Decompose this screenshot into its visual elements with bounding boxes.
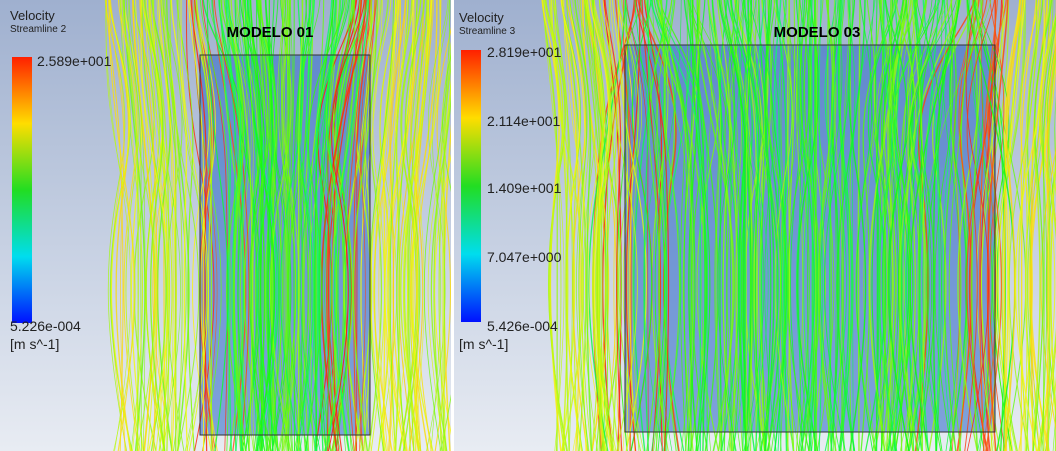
legend-label: 1.409e+001 <box>487 180 562 196</box>
panel-title: MODELO 01 <box>227 24 314 41</box>
legend-label: 5.426e-004 <box>487 318 558 334</box>
legend-title: Velocity <box>10 8 55 23</box>
legend-label: 5.226e-004 <box>10 318 81 334</box>
legend-label: 2.819e+001 <box>487 44 562 60</box>
color-bar <box>12 57 32 323</box>
panel-title: MODELO 03 <box>774 24 861 41</box>
legend-subtitle: Streamline 3 <box>459 26 516 37</box>
legend-label: 2.589e+001 <box>37 53 112 69</box>
panel-modelo-03 <box>454 0 1056 451</box>
legend-label: 2.114e+001 <box>487 113 561 129</box>
legend-unit: [m s^-1] <box>10 336 59 352</box>
color-bar <box>461 50 481 322</box>
legend-unit: [m s^-1] <box>459 336 508 352</box>
legend-title: Velocity <box>459 10 504 25</box>
legend-label: 7.047e+000 <box>487 249 562 265</box>
screenshot: Velocity Streamline 2 2.589e+001 5.226e-… <box>0 0 1056 451</box>
legend-subtitle: Streamline 2 <box>10 24 67 35</box>
